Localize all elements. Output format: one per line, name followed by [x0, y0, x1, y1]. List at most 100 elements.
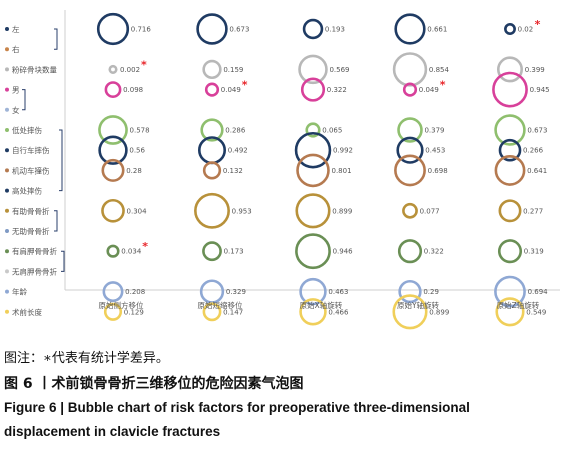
- factor-11-bubble-4: [497, 239, 523, 264]
- factor-9-value-1: 0.953: [232, 207, 252, 215]
- factor-9-value-4: 0.277: [523, 207, 543, 215]
- factor-11-sig-0: *: [142, 240, 148, 253]
- figure-title-cn: 图 6 丨术前锁骨骨折三维移位的危险因素气泡图: [4, 376, 304, 392]
- factor-13-value-0: 0.208: [125, 288, 145, 296]
- column-label-2: 原始X轴旋转: [300, 300, 343, 310]
- figure-note: 图注：∗代表有统计学差异。: [4, 351, 169, 366]
- factor-7-bubble-3: [394, 154, 426, 187]
- factor-3-value-1: 0.049: [221, 86, 241, 94]
- factor-2-bubble-0: [108, 64, 118, 74]
- factor-2-label: 粉碎骨块数量: [12, 64, 57, 74]
- factor-2-value-2: 0.569: [329, 66, 349, 74]
- factor-5-bubble-3: [397, 117, 423, 143]
- group-bracket-3: [54, 210, 58, 232]
- factor-0-label: 左: [12, 24, 20, 34]
- factor-12-label: 无肩胛骨骨折: [12, 266, 57, 276]
- factor-10-label: 无助骨骨折: [12, 226, 50, 236]
- factor-0-value-3: 0.661: [427, 26, 447, 34]
- factor-11-bubble-1: [202, 241, 222, 262]
- factor-7-value-4: 0.641: [527, 167, 547, 175]
- factor-13-label: 年龄: [12, 287, 27, 297]
- factor-13-bubble-0: [102, 281, 124, 303]
- factor-6-bubble-3: [396, 136, 424, 164]
- factor-7-value-3: 0.698: [428, 167, 448, 175]
- factor-3-value-4: 0.945: [530, 86, 550, 94]
- factor-3-sig-3: *: [440, 79, 446, 92]
- factor-5-bubble-4: [494, 114, 526, 146]
- factor-7-value-2: 0.801: [331, 167, 351, 175]
- factor-11-bubble-0: [106, 244, 120, 258]
- group-bracket-0: [54, 28, 58, 50]
- factor-4-legend-dot: [5, 107, 9, 112]
- factor-7-legend-dot: [5, 168, 9, 173]
- factor-1-legend-dot: [5, 47, 9, 52]
- factor-2-value-3: 0.854: [429, 66, 450, 74]
- factor-9-bubble-4: [498, 199, 522, 223]
- factor-0-sig-4: *: [535, 18, 541, 31]
- factor-5-value-0: 0.578: [130, 127, 150, 135]
- factor-3-bubble-0: [104, 81, 122, 99]
- group-bracket-4: [61, 250, 65, 272]
- factor-0-legend-dot: [5, 27, 9, 31]
- column-label-3: 原始Y轴旋转: [397, 300, 440, 310]
- factor-6-legend-dot: [5, 148, 9, 153]
- factor-5-bubble-1: [200, 118, 224, 142]
- factor-10-legend-dot: [5, 229, 9, 233]
- factor-3-value-0: 0.098: [123, 86, 143, 94]
- factor-9-legend-dot: [5, 208, 9, 213]
- factor-2-bubble-3: [392, 52, 428, 87]
- factor-9-label: 有助骨骨折: [12, 206, 50, 216]
- factor-6-label: 自行车摔伤: [12, 145, 50, 155]
- factor-0-bubble-4: [504, 23, 516, 35]
- column-label-1: 原始短缩移位: [198, 300, 243, 310]
- column-labels: 原始侧方移位 原始短缩移位 原始X轴旋转 原始Y轴旋转 原始Z轴旋转: [99, 300, 540, 310]
- factor-14-value-3: 0.899: [429, 308, 449, 316]
- group-bracket-2: [59, 129, 63, 192]
- factor-2-value-4: 0.399: [525, 66, 545, 74]
- factor-5-value-4: 0.673: [527, 127, 547, 135]
- factor-11-value-3: 0.322: [424, 248, 444, 256]
- factor-7-bubble-4: [494, 154, 526, 186]
- factor-3-value-3: 0.049: [419, 86, 439, 94]
- factor-14-value-1: 0.147: [223, 308, 243, 316]
- factor-5-bubble-2: [305, 122, 321, 138]
- factor-3-value-2: 0.322: [327, 86, 347, 94]
- factor-11-bubble-2: [295, 233, 331, 270]
- factor-2-value-1: 0.159: [223, 66, 243, 74]
- factor-2-sig-0: *: [141, 58, 147, 71]
- factor-14-bubble-4: [495, 297, 525, 327]
- factor-7-value-1: 0.132: [223, 167, 243, 175]
- factor-3-bubble-3: [402, 82, 418, 97]
- factor-0-bubble-3: [394, 13, 426, 45]
- factor-7-label: 机动车撞伤: [12, 165, 50, 175]
- factor-13-bubble-2: [299, 277, 327, 306]
- factor-11-value-0: 0.034: [121, 248, 142, 256]
- factor-0-bubble-0: [96, 12, 130, 46]
- factor-1-label: 右: [12, 44, 20, 54]
- factor-13-value-2: 0.463: [328, 288, 348, 296]
- factor-13-value-3: 0.29: [423, 288, 439, 296]
- factor-6-bubble-4: [498, 138, 522, 162]
- factor-3-bubble-4: [492, 71, 528, 108]
- factor-0-value-0: 0.716: [131, 26, 152, 34]
- factor-7-value-0: 0.28: [126, 167, 142, 175]
- factor-14-legend-dot: [5, 309, 9, 314]
- factor-3-legend-dot: [5, 87, 9, 92]
- factor-11-label: 有肩胛骨骨折: [12, 246, 57, 256]
- factor-9-value-2: 0.899: [332, 207, 352, 215]
- factor-9-value-0: 0.304: [127, 207, 148, 215]
- factor-0-bubble-1: [196, 13, 228, 45]
- factor-5-value-3: 0.379: [424, 127, 444, 135]
- factor-6-bubble-2: [294, 131, 332, 169]
- factor-4-label: 女: [12, 105, 20, 115]
- factor-8-label: 高处摔伤: [12, 186, 42, 196]
- factor-14-bubble-0: [103, 302, 123, 321]
- factor-13-bubble-1: [199, 279, 225, 304]
- factor-12-legend-dot: [5, 269, 9, 274]
- group-bracket-1: [22, 89, 26, 111]
- factor-6-value-4: 0.266: [523, 147, 544, 155]
- factor-9-value-3: 0.077: [420, 207, 440, 215]
- factor-14-bubble-2: [299, 298, 327, 326]
